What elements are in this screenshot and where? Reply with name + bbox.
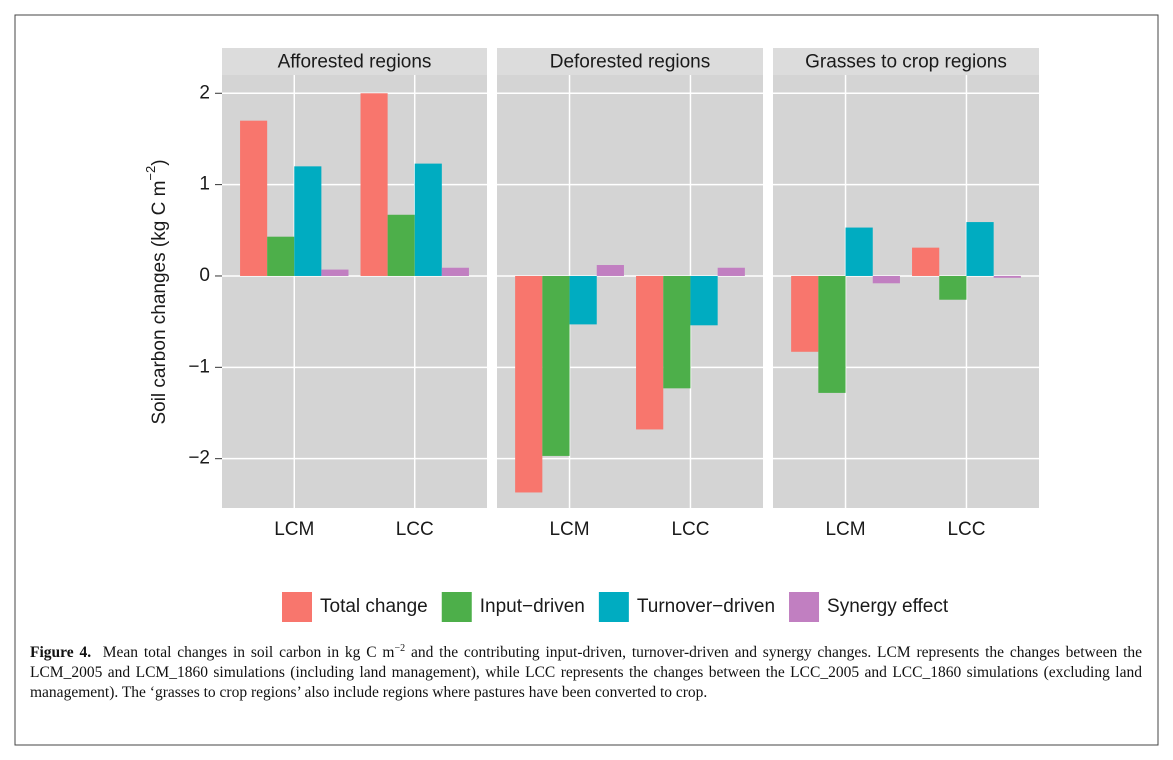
bar	[690, 275, 718, 326]
y-tick-label: −2	[188, 448, 210, 469]
y-axis-label: Soil carbon changes (kg C m−2)	[143, 159, 170, 424]
x-tick-label: LCM	[274, 519, 314, 540]
bar	[321, 269, 349, 276]
facet-title: Afforested regions	[278, 52, 432, 73]
bar	[818, 275, 846, 393]
x-tick-label: LCC	[396, 519, 434, 540]
bar	[845, 227, 873, 276]
legend-swatch	[789, 592, 820, 622]
bar	[993, 275, 1021, 278]
strip-background	[773, 48, 1039, 75]
facet-title: Grasses to crop regions	[805, 52, 1007, 73]
facet-title: Deforested regions	[550, 52, 711, 73]
bar	[872, 275, 900, 284]
legend-swatch	[441, 592, 472, 622]
x-tick-label: LCC	[671, 519, 709, 540]
y-tick-label: 2	[199, 82, 210, 103]
y-label-end: )	[149, 159, 170, 165]
bar	[414, 163, 442, 276]
bar	[387, 214, 415, 276]
bar	[912, 247, 940, 276]
bar	[360, 93, 388, 276]
x-tick-label: LCC	[947, 519, 985, 540]
bar	[939, 275, 967, 300]
bar	[515, 275, 543, 493]
bar	[294, 166, 322, 276]
caption-text: Mean total changes in soil carbon in kg …	[102, 644, 395, 661]
x-tick-label: LCM	[549, 519, 589, 540]
y-tick-label: 1	[199, 174, 210, 195]
y-tick-label: −1	[188, 356, 210, 377]
caption-sup: −2	[394, 642, 406, 654]
legend-swatch	[598, 592, 629, 622]
caption-rest: and the contributing input-driven, turno…	[30, 644, 1143, 701]
legend-label: Turnover−driven	[637, 596, 775, 617]
strip-background	[497, 48, 763, 75]
bar	[267, 236, 295, 276]
bar	[791, 275, 819, 352]
y-tick-label: 0	[199, 265, 210, 286]
figure-border	[14, 14, 1159, 746]
strip-background	[222, 48, 487, 75]
bar	[636, 275, 664, 430]
x-tick-label: LCM	[825, 519, 865, 540]
y-label-text: Soil carbon changes (kg C m	[149, 181, 170, 425]
legend-swatch	[282, 592, 312, 622]
legend-label: Total change	[320, 596, 428, 617]
caption: Figure 4. Mean total changes in soil car…	[30, 643, 1142, 703]
bar	[441, 267, 469, 276]
bar	[596, 265, 624, 276]
legend-label: Synergy effect	[827, 596, 949, 617]
bar	[542, 275, 570, 456]
bar	[717, 267, 745, 276]
y-label-sup: −2	[143, 166, 158, 181]
bar	[240, 120, 268, 276]
bar	[966, 222, 994, 276]
legend-label: Input−driven	[480, 596, 585, 617]
bar	[663, 275, 691, 389]
caption-label: Figure 4.	[30, 644, 92, 661]
bar	[569, 275, 597, 325]
